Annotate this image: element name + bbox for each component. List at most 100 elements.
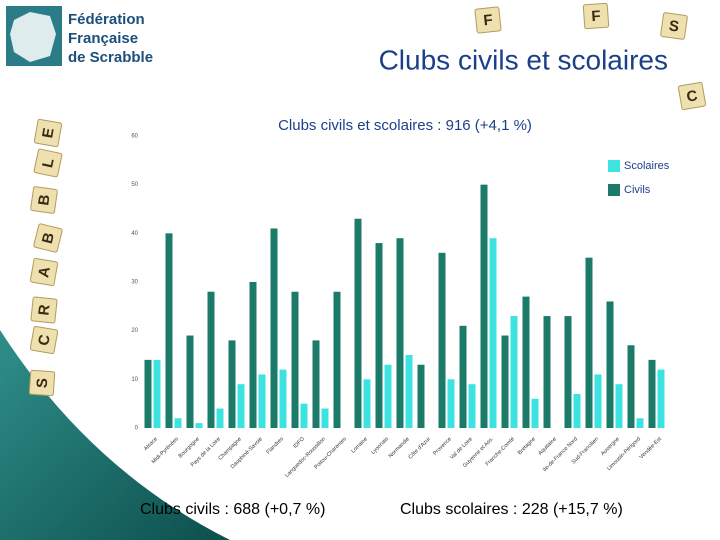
bar xyxy=(312,340,320,428)
x-tick-label: Lyonnais xyxy=(370,436,390,456)
legend-swatch xyxy=(608,184,620,196)
tile: S xyxy=(28,369,56,397)
y-tick-label: 50 xyxy=(131,182,138,188)
tile-body xyxy=(33,118,63,148)
tile-letter: L xyxy=(39,157,58,170)
bar xyxy=(144,359,152,428)
tile: B xyxy=(30,186,58,214)
bar xyxy=(396,238,404,428)
tile-body xyxy=(29,325,59,355)
bar xyxy=(627,345,635,428)
tile-body xyxy=(677,81,707,111)
bar xyxy=(384,364,392,428)
bar xyxy=(300,403,308,428)
legend-label: Scolaires xyxy=(624,160,670,172)
bar xyxy=(522,296,530,428)
tile-letter: S xyxy=(668,17,680,35)
bar xyxy=(186,335,194,428)
footer-text: Clubs scolaires : 228 (+15,7 %) xyxy=(400,501,623,518)
x-tick-label: Vendée-Est xyxy=(639,436,664,461)
bar xyxy=(585,257,593,428)
bar xyxy=(606,301,614,428)
bar xyxy=(510,316,518,428)
tile: E xyxy=(33,118,63,148)
tile-body xyxy=(29,257,59,287)
bar xyxy=(657,369,665,428)
tile-body xyxy=(28,369,56,397)
y-tick-label: 20 xyxy=(131,328,138,334)
tile-letter: A xyxy=(35,265,54,279)
x-tick-label: Alsace xyxy=(143,436,159,452)
bar xyxy=(501,335,509,428)
bar xyxy=(573,393,581,428)
y-tick-label: 60 xyxy=(131,134,138,140)
x-tick-label: Provence xyxy=(432,436,453,457)
tile: F xyxy=(582,2,610,30)
bar xyxy=(333,291,341,428)
logo-text: Fédération xyxy=(68,11,145,28)
bar xyxy=(249,282,257,428)
bar xyxy=(195,423,203,428)
x-tick-label: Auvergne xyxy=(600,436,621,457)
bar xyxy=(405,355,413,428)
tile-body xyxy=(660,12,688,40)
bar xyxy=(279,369,287,428)
tile-body xyxy=(33,223,63,253)
tile-body xyxy=(33,148,63,178)
bar xyxy=(447,379,455,428)
tile-letter: E xyxy=(39,127,57,140)
y-tick-label: 30 xyxy=(131,280,138,286)
bar xyxy=(480,184,488,428)
bar xyxy=(594,374,602,428)
legend-swatch xyxy=(608,160,620,172)
legend-label: Civils xyxy=(624,184,651,196)
tile: R xyxy=(30,296,58,324)
y-tick-label: 0 xyxy=(135,426,139,432)
bar xyxy=(438,252,446,428)
tile-letter: B xyxy=(35,193,53,206)
bar xyxy=(153,359,161,428)
bar xyxy=(228,340,236,428)
logo-text: Française xyxy=(68,30,138,47)
bar xyxy=(417,364,425,428)
bar xyxy=(363,379,371,428)
chart: Clubs civils et scolaires : 916 (+4,1 %)… xyxy=(131,117,669,479)
tile-letter: F xyxy=(591,8,601,26)
bar xyxy=(489,238,497,428)
bar xyxy=(615,384,623,428)
x-tick-label: Languedoc-Roussillon xyxy=(284,436,327,479)
tile-body xyxy=(474,6,502,34)
bar xyxy=(258,374,266,428)
x-tick-label: IDFO xyxy=(292,436,306,450)
tile: F xyxy=(474,6,502,34)
tile-letter: B xyxy=(39,231,58,246)
bar xyxy=(459,325,467,428)
x-tick-label: Bretagne xyxy=(517,436,537,456)
y-tick-label: 40 xyxy=(131,231,138,237)
bar xyxy=(291,291,299,428)
tile-letter: C xyxy=(35,333,54,347)
tile-body xyxy=(30,296,58,324)
tile-body xyxy=(582,2,610,30)
bar xyxy=(216,408,224,428)
bar xyxy=(636,418,644,428)
bar xyxy=(237,384,245,428)
bar xyxy=(564,316,572,428)
tile: S xyxy=(660,12,688,40)
tile: L xyxy=(33,148,63,178)
slide-title: Clubs civils et scolaires xyxy=(379,44,668,75)
bar xyxy=(174,418,182,428)
tile: A xyxy=(29,257,59,287)
tile-letter: F xyxy=(483,12,494,30)
bar xyxy=(543,316,551,428)
logo-text: de Scrabble xyxy=(68,49,153,66)
x-tick-label: Lorraine xyxy=(350,436,369,455)
y-tick-label: 10 xyxy=(131,377,138,383)
tile: B xyxy=(33,223,63,253)
bar xyxy=(531,398,539,428)
logo-map xyxy=(10,12,56,62)
bar xyxy=(321,408,329,428)
tile: C xyxy=(29,325,59,355)
x-tick-label: Flandres xyxy=(266,436,286,456)
